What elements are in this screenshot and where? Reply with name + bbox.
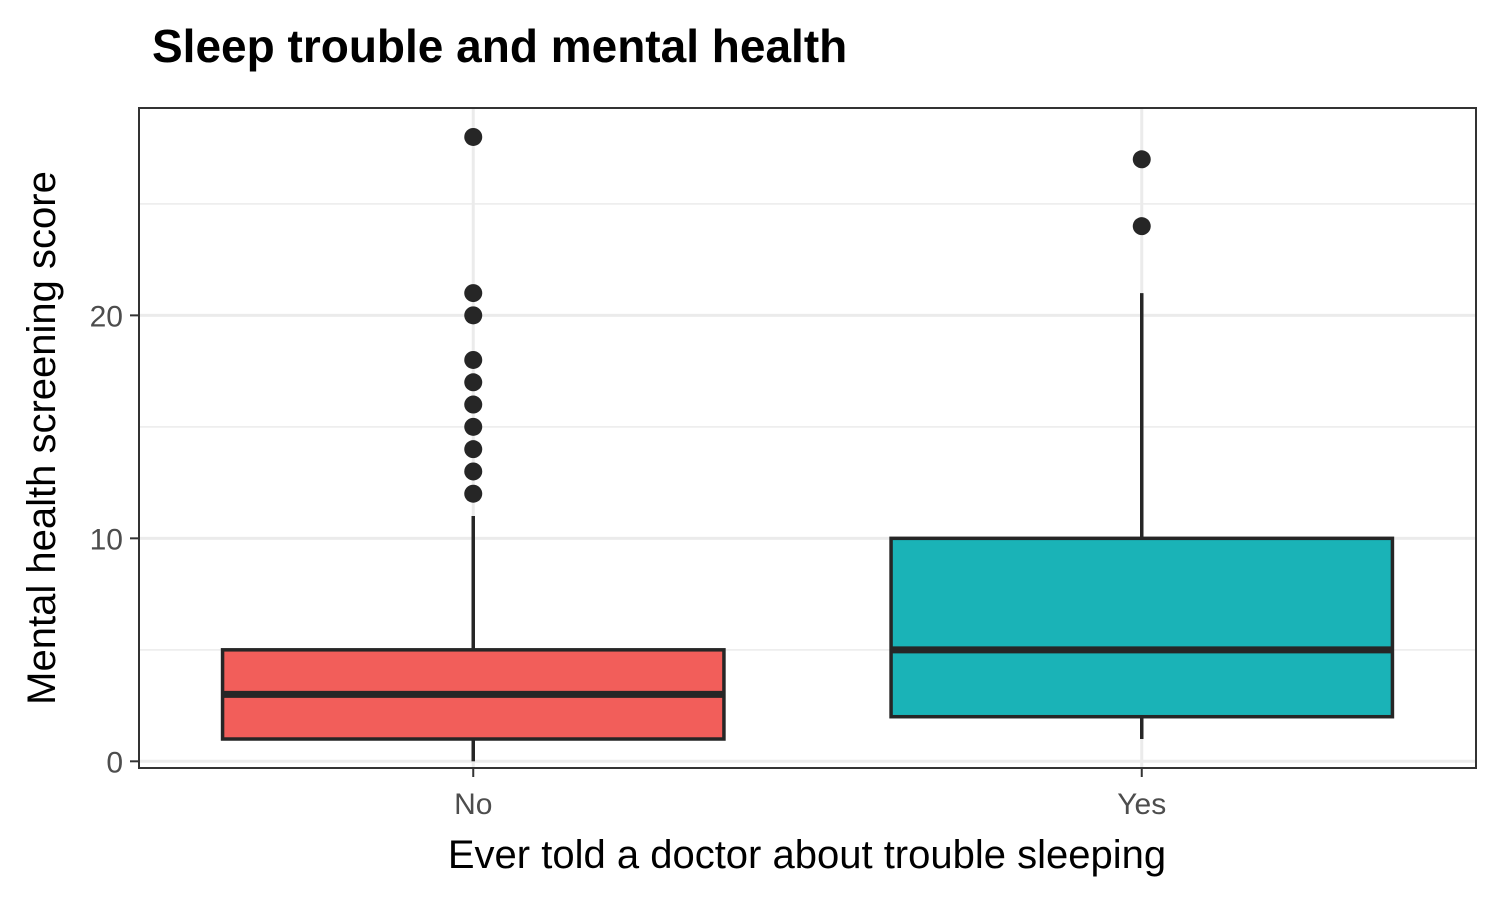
y-tick-label: 10 — [90, 523, 123, 556]
x-axis-title: Ever told a doctor about trouble sleepin… — [448, 833, 1166, 877]
box-yes — [889, 536, 1395, 719]
outlier-point-no — [464, 284, 483, 303]
axis-ticks: 0 10 20 No Yes — [90, 300, 1167, 821]
outlier-point-no — [464, 462, 483, 481]
boxes — [220, 536, 1395, 741]
outlier-point-no — [464, 373, 483, 392]
chart-title: Sleep trouble and mental health — [152, 20, 847, 72]
plot-panel-border — [138, 107, 1477, 769]
outlier-point-no — [464, 306, 483, 325]
y-axis-title: Mental health screening score — [20, 171, 64, 705]
outlier-point-no — [464, 484, 483, 503]
outlier-point-yes — [1132, 150, 1151, 169]
outlier-point-no — [464, 395, 483, 414]
outlier-point-no — [464, 350, 483, 369]
outlier-point-no — [464, 440, 483, 459]
outlier-points — [464, 127, 1151, 503]
outlier-point-no — [464, 127, 483, 146]
x-tick-label-no: No — [454, 788, 492, 821]
outlier-point-no — [464, 417, 483, 436]
outlier-point-yes — [1132, 217, 1151, 236]
whiskers — [471, 293, 1144, 762]
y-tick-label: 20 — [90, 300, 123, 333]
y-tick-label: 0 — [106, 746, 123, 779]
x-tick-label-yes: Yes — [1117, 788, 1166, 821]
